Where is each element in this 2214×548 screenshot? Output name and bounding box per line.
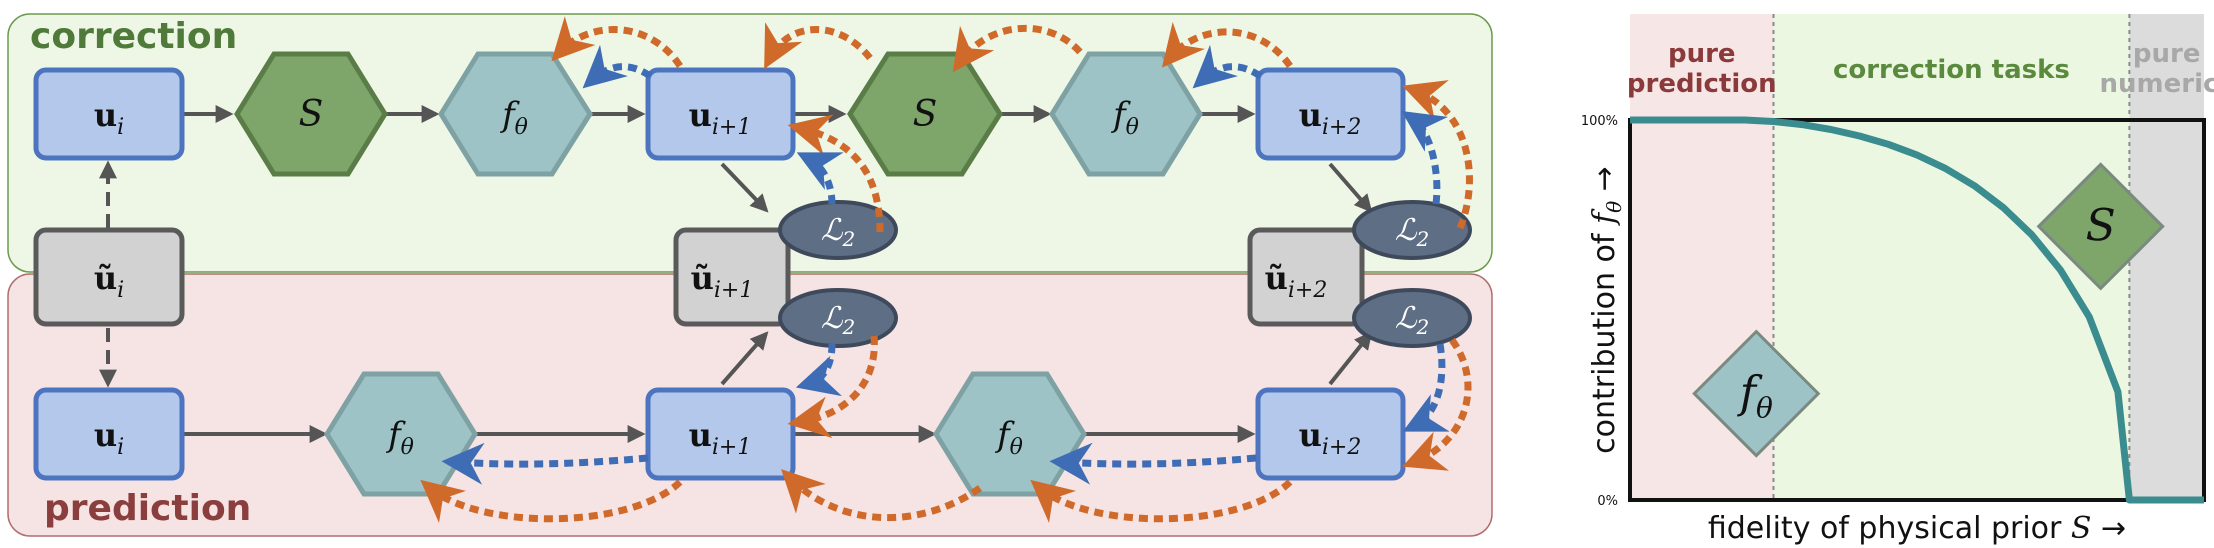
tilde-u-i1-node: ũi+1 (673, 227, 791, 327)
grad-orange-corr-6 (787, 114, 884, 233)
marker-subscript: θ (1756, 392, 1773, 425)
x-axis-label-text: fidelity of physical prior (1708, 511, 2071, 546)
loss-pred-2: ℒ2 (1352, 288, 1472, 348)
grad-blue-corr-2 (1192, 44, 1263, 89)
arrow-corr-u1-to-loss (720, 162, 769, 213)
loss-nodes: ℒ2 ℒ2 ℒ2 ℒ2 (778, 200, 1472, 348)
region-shade-3 (2129, 14, 2204, 500)
grad-blue-corr-1 (582, 44, 653, 89)
svg-text:ũi: ũi (94, 259, 124, 303)
corr-u-i1-node: ui+1 (645, 67, 796, 161)
region-label-line: pure (1668, 39, 1736, 69)
svg-text:ui+2: ui+2 (1299, 416, 1362, 460)
reference-nodes: ũi ũi+1 ũi+2 (33, 227, 1365, 327)
grad-orange-corr-2 (764, 22, 873, 70)
y-axis-label: contribution of fθ → (1587, 166, 1626, 454)
pred-u-i-node: ui (33, 387, 185, 481)
x-axis-label: fidelity of physical prior S → (1708, 511, 2126, 546)
solver-nodes: S S (234, 51, 1003, 177)
tilde-u-i2-node: ũi+2 (1247, 227, 1365, 327)
corr-S1-node: S (234, 51, 388, 177)
pred-f2-node: fθ (933, 371, 1087, 497)
svg-text:ui+2: ui+2 (1299, 96, 1362, 140)
x-axis-label-arrow: → (2101, 511, 2126, 546)
correction-label: correction (30, 16, 237, 57)
grad-blue-corr-4 (1401, 110, 1449, 205)
y-axis-label-arrow: → (1587, 166, 1622, 201)
grad-orange-pred-4 (1402, 337, 1472, 471)
marker-1-diamond (1692, 329, 1821, 458)
svg-text:ℒ2: ℒ2 (821, 213, 855, 251)
svg-text:S: S (299, 94, 324, 135)
region-label-line: prediction (1627, 69, 1777, 99)
loss-corr-1: ℒ2 (778, 200, 898, 260)
svg-text:ui: ui (94, 96, 124, 140)
grad-blue-pred-2 (1049, 442, 1257, 485)
corr-S2-node: S (847, 51, 1003, 177)
plot-frame (1628, 118, 2206, 502)
loss-pred-1: ℒ2 (778, 288, 898, 348)
pred-u-i2-node: ui+2 (1255, 387, 1406, 481)
y-axis-label-text: contribution of (1587, 224, 1622, 454)
prediction-label: prediction (44, 488, 251, 529)
marker-2-label: S (2086, 200, 2116, 251)
region-label-line: correction tasks (1833, 55, 2070, 85)
state-nodes: ui ui+1 ui+2 ui ui+1 ui+2 (33, 67, 1406, 481)
grad-orange-corr-1 (551, 16, 683, 68)
region-label-line: numerics (2100, 69, 2214, 99)
corr-f2-node: fθ (1049, 51, 1203, 177)
x-axis-label-symbol: S (2071, 511, 2101, 546)
network-nodes: fθ fθ fθ fθ (324, 51, 1203, 497)
tilde-u-i-node: ũi (33, 227, 185, 327)
grad-blue-corr-3 (796, 152, 844, 205)
svg-text:ui+1: ui+1 (689, 96, 752, 140)
marker-2-diamond (2036, 162, 2165, 291)
gray-arrows (99, 105, 1373, 443)
ytick-label: 0% (1597, 494, 1618, 509)
y-axis-label-subscript: θ (1602, 201, 1626, 213)
svg-text:ℒ2: ℒ2 (1395, 301, 1429, 339)
gradient-arrows (420, 16, 1473, 523)
svg-text:S: S (913, 94, 938, 135)
arrow-corr-u2-to-loss (1328, 162, 1373, 213)
arrow-pred-u1-to-loss (720, 331, 769, 386)
ytick-label: 100% (1581, 114, 1618, 129)
grad-orange-corr-3 (952, 24, 1083, 73)
grad-blue-pred-1 (441, 442, 649, 485)
grad-orange-corr-5 (1402, 80, 1473, 230)
grad-orange-corr-4 (1161, 21, 1293, 69)
pred-u-i1-node: ui+1 (645, 387, 796, 481)
svg-text:ũi+2: ũi+2 (1265, 259, 1328, 303)
svg-text:ℒ2: ℒ2 (821, 301, 855, 339)
pred-f1-node: fθ (324, 371, 478, 497)
svg-text:ũi+1: ũi+1 (691, 259, 754, 303)
curve-line (1630, 116, 2204, 504)
region-label-3: purenumerics (2100, 39, 2214, 99)
region-label-1: pure prediction (1627, 39, 1777, 99)
loss-corr-2: ℒ2 (1352, 200, 1472, 260)
region-label-2: correction tasks (1833, 55, 2070, 85)
svg-text:ℒ2: ℒ2 (1395, 213, 1429, 251)
corr-u-i2-node: ui+2 (1255, 67, 1406, 161)
grad-blue-pred-4 (1402, 343, 1450, 432)
svg-text:ui+1: ui+1 (689, 416, 752, 460)
grad-orange-pred-5 (787, 335, 878, 439)
diagram: correction prediction ui (7, 13, 1493, 537)
grad-orange-pred-2 (781, 469, 983, 522)
marker-symbol: S (2086, 200, 2116, 251)
grad-blue-pred-3 (795, 343, 843, 397)
corr-u-i-node: ui (33, 67, 185, 161)
arrow-pred-u2-to-loss (1328, 331, 1373, 386)
corr-f1-node: fθ (438, 51, 593, 177)
region-label-line: pure (2133, 39, 2201, 69)
svg-text:ui: ui (94, 416, 124, 460)
